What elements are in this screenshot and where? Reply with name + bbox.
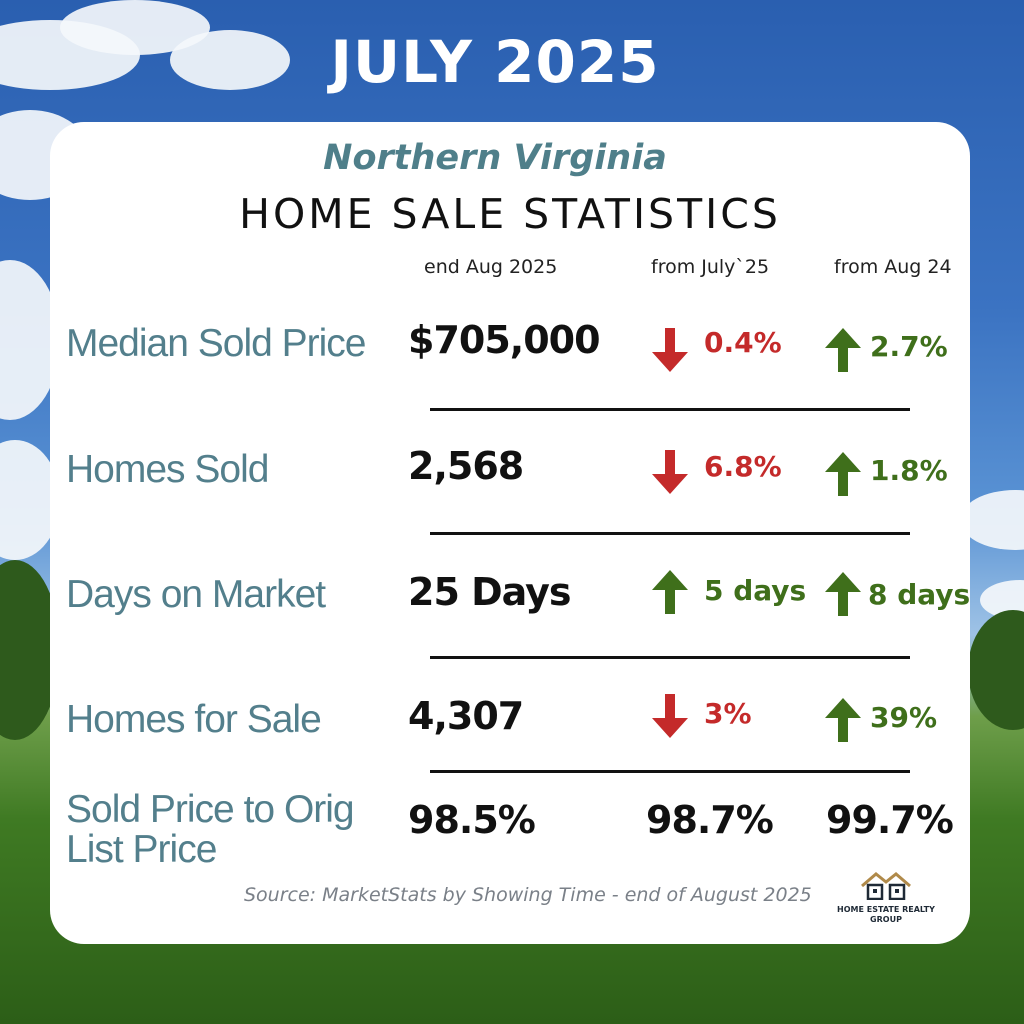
row-divider xyxy=(430,408,910,411)
arrow-down-icon xyxy=(652,328,688,372)
column-header-from-july: from July`25 xyxy=(651,256,770,278)
column-header-from-aug24: from Aug 24 xyxy=(834,256,952,278)
page-title: JULY 2025 xyxy=(330,28,660,96)
value-homes-for-sale: 4,307 xyxy=(408,694,524,738)
row-divider xyxy=(430,770,910,773)
sold-to-list-from-aug24: 99.7% xyxy=(826,798,954,842)
cloud-shape xyxy=(170,30,290,90)
logo-sub: GROUP xyxy=(870,915,902,924)
change-from-july-homes-for-sale: 3% xyxy=(704,697,752,730)
row-label-sold-to-list-line2: List Price xyxy=(66,828,217,871)
row-label-sold-to-list-line1: Sold Price to Orig xyxy=(66,788,355,831)
row-label-homes-sold: Homes Sold xyxy=(66,448,269,491)
logo-name: HOME ESTATE REALTY xyxy=(837,905,935,914)
arrow-down-icon xyxy=(652,450,688,494)
arrow-up-icon xyxy=(825,572,861,616)
house-logo-icon xyxy=(861,872,911,901)
stats-subtitle: HOME SALE STATISTICS xyxy=(239,190,781,238)
arrow-up-icon xyxy=(825,698,861,742)
brand-logo: HOME ESTATE REALTY GROUP xyxy=(826,870,946,925)
sold-to-list-from-july: 98.7% xyxy=(646,798,774,842)
row-label-homes-for-sale: Homes for Sale xyxy=(66,698,322,741)
change-from-aug24-homes-for-sale: 39% xyxy=(870,701,938,734)
arrow-up-icon xyxy=(825,452,861,496)
arrow-up-icon xyxy=(825,328,861,372)
arrow-down-icon xyxy=(652,694,688,738)
value-sold-to-list: 98.5% xyxy=(408,798,536,842)
value-days-on-market: 25 Days xyxy=(408,570,572,614)
row-divider xyxy=(430,656,910,659)
change-from-aug24-median: 2.7% xyxy=(870,330,948,363)
column-header-current: end Aug 2025 xyxy=(424,256,558,278)
change-from-aug24-days: 8 days xyxy=(868,578,971,611)
tree-shape xyxy=(968,610,1024,730)
row-label-days-on-market: Days on Market xyxy=(66,573,326,616)
region-title: Northern Virginia xyxy=(323,138,667,178)
arrow-up-icon xyxy=(652,570,688,614)
change-from-july-days: 5 days xyxy=(704,574,807,607)
value-median-sold-price: $705,000 xyxy=(408,318,601,362)
source-note: Source: MarketStats by Showing Time - en… xyxy=(244,884,812,906)
change-from-july-homes-sold: 6.8% xyxy=(704,450,782,483)
change-from-july-median: 0.4% xyxy=(704,326,782,359)
change-from-aug24-homes-sold: 1.8% xyxy=(870,454,948,487)
value-homes-sold: 2,568 xyxy=(408,444,524,488)
row-divider xyxy=(430,532,910,535)
row-label-median-sold-price: Median Sold Price xyxy=(66,322,366,365)
